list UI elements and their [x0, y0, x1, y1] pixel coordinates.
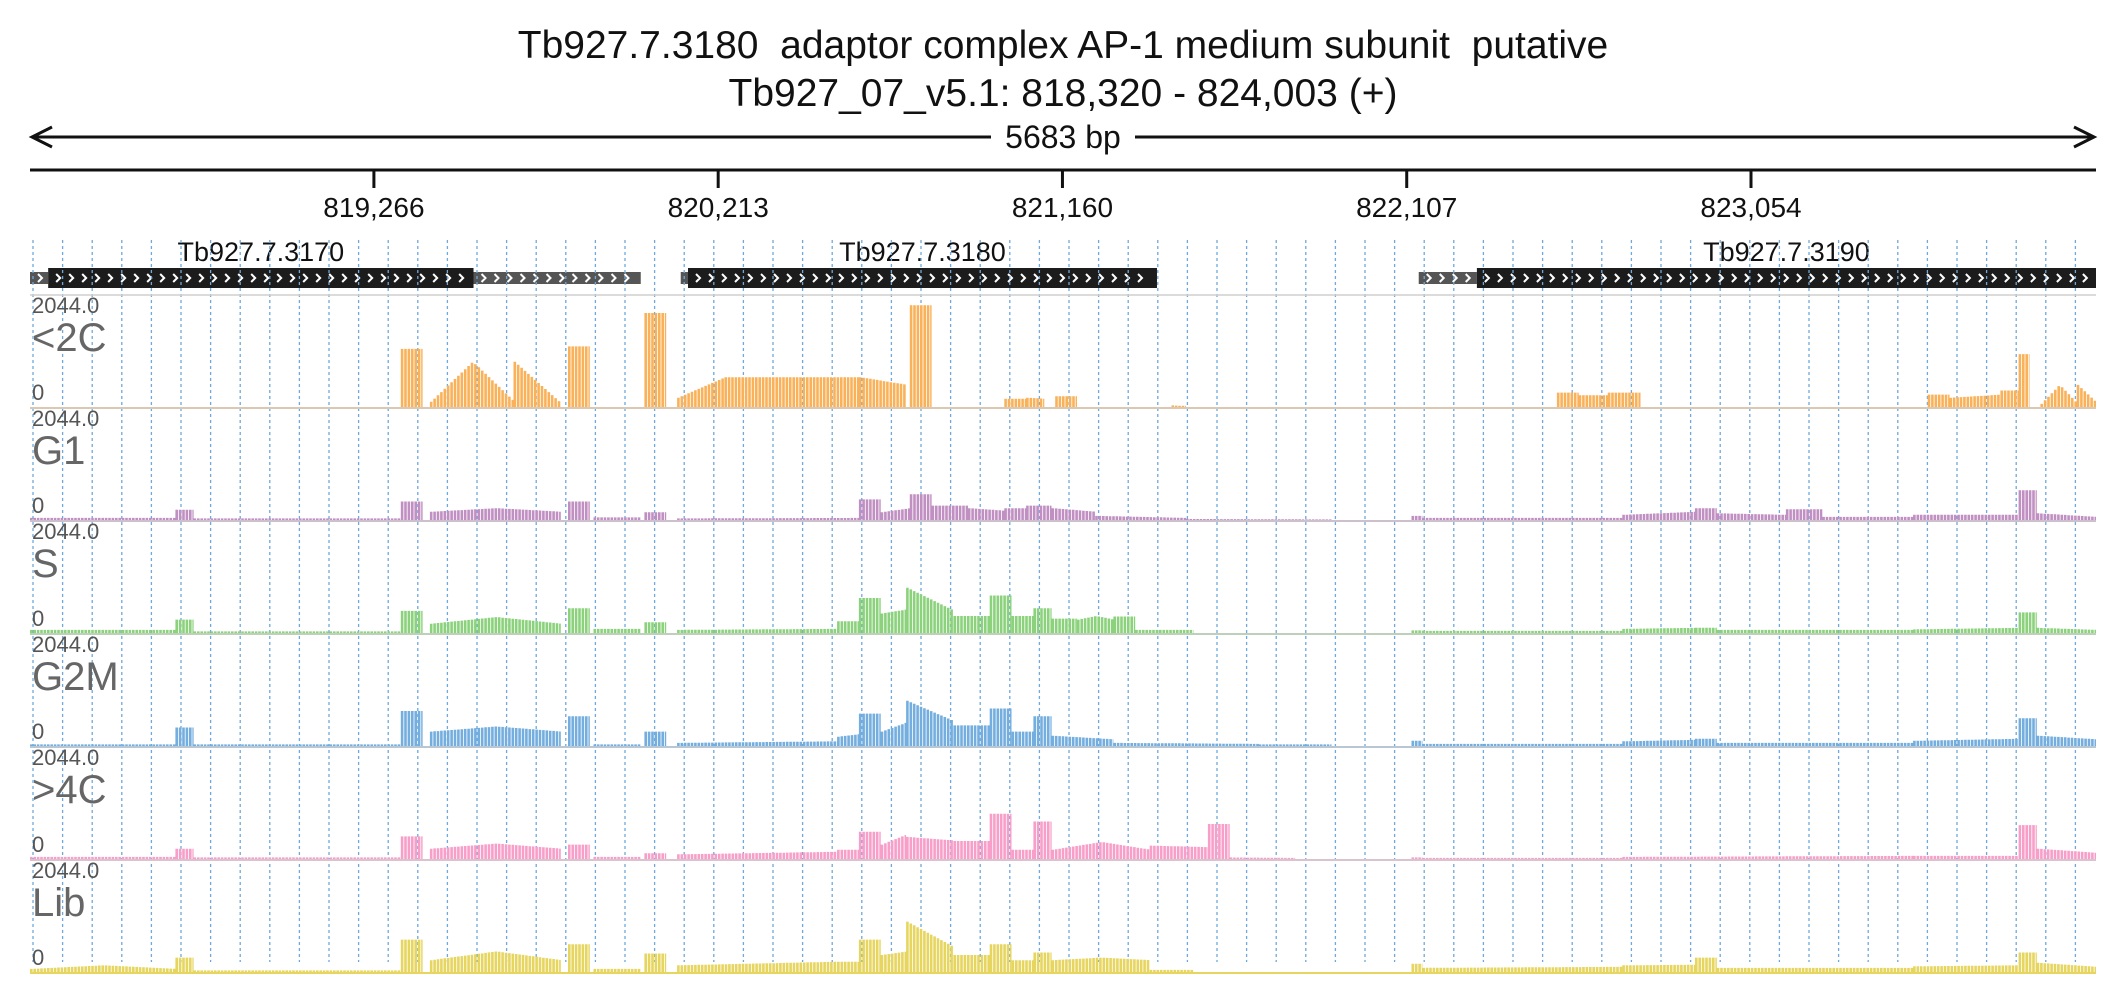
axis-tick-label: 820,213 [668, 192, 769, 223]
track-5-coverage-bars [29, 813, 2096, 860]
axis-tick-label: 823,054 [1700, 192, 1801, 223]
tb927-7-3170-cds [48, 268, 474, 288]
track-5-ymin-label: 0 [32, 832, 44, 857]
vertical-gridlines [32, 240, 2077, 962]
track-3-ymax-label: 2044.0 [32, 519, 99, 544]
track-6-coverage-bars [29, 921, 2096, 973]
track-2-ymin-label: 0 [32, 493, 44, 518]
track-1-ymin-label: 0 [32, 380, 44, 405]
track-6-ymin-label: 0 [32, 945, 44, 970]
tb927-7-3190-utr-strand-chevrons [1426, 273, 1472, 283]
tb927-7-3170-utr-strand-chevrons [480, 273, 630, 283]
track-3-name: S [32, 542, 59, 586]
tb927-7-3180-cds-strand-chevrons [695, 273, 1144, 283]
track-4: 2044.0 0 G2M [29, 632, 2096, 748]
track-5: 2044.0 0 >4C [29, 745, 2096, 861]
header: Tb927.7.3180 adaptor complex AP-1 medium… [0, 22, 2126, 118]
axis-tick-label: 821,160 [1012, 192, 1113, 223]
tb927-7-3170-utr [30, 272, 49, 284]
gene-label-tb927-7-3170: Tb927.7.3170 [178, 237, 345, 267]
track-1-ymax-label: 2044.0 [32, 293, 99, 318]
gene-label-tb927-7-3190: Tb927.7.3190 [1703, 237, 1870, 267]
span-arrow-left-head [28, 125, 53, 149]
axis-tick-label: 822,107 [1356, 192, 1457, 223]
span-arrow-right-head [2073, 125, 2098, 149]
track-6: 2044.0 0 Lib [29, 858, 2096, 974]
track-1-name: <2C [32, 316, 107, 360]
axis-tick-label: 819,266 [323, 192, 424, 223]
track-3-ymin-label: 0 [32, 606, 44, 631]
span-label-bg [991, 119, 1135, 155]
chart-title: Tb927.7.3180 adaptor complex AP-1 medium… [517, 24, 1609, 67]
tb927-7-3170-utr-strand-chevrons [37, 273, 44, 283]
chart-subtitle: Tb927_07_v5.1: 818,320 - 824,003 (+) [728, 72, 1398, 115]
track-1: 2044.0 0 <2C [30, 293, 2096, 409]
track-5-ymax-label: 2044.0 [32, 745, 99, 770]
track-4-name: G2M [32, 655, 119, 699]
track-2-ymax-label: 2044.0 [32, 406, 99, 431]
track-2-name: G1 [32, 429, 85, 473]
track-3: 2044.0 0 S [29, 519, 2096, 635]
tb927-7-3190-utr [1418, 272, 1477, 284]
tb927-7-3190-cds [1476, 268, 2096, 288]
track-1-coverage-bars [400, 305, 2096, 408]
track-6-name: Lib [32, 881, 85, 925]
track-6-ymax-label: 2044.0 [32, 858, 99, 883]
track-5-name: >4C [32, 768, 107, 812]
span-label: 5683 bp [1005, 119, 1121, 155]
track-4-coverage-bars [29, 700, 2096, 747]
gene-label-tb927-7-3180: Tb927.7.3180 [839, 237, 1006, 267]
track-4-ymax-label: 2044.0 [32, 632, 99, 657]
track-4-ymin-label: 0 [32, 719, 44, 744]
track-3-coverage-bars [29, 587, 2096, 634]
track-2-coverage-bars [29, 490, 2096, 521]
track-2: 2044.0 0 G1 [29, 406, 2096, 522]
tb927-7-3180-cds [688, 268, 1157, 288]
